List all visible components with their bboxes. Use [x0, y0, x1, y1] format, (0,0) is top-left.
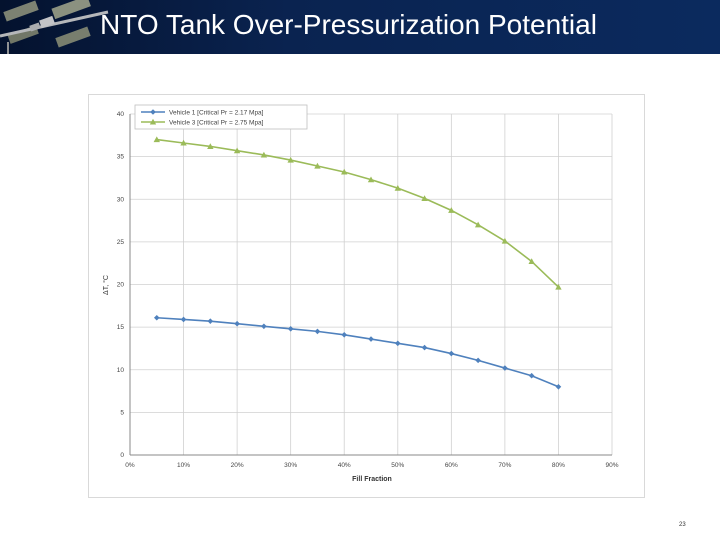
- series-1: [153, 314, 562, 390]
- data-point: [394, 184, 401, 191]
- axes: [129, 114, 612, 456]
- legend-marker: [150, 109, 156, 115]
- data-point: [153, 136, 160, 143]
- data-point: [502, 365, 508, 371]
- y-tick-label: 15: [117, 324, 125, 331]
- y-tick-label: 20: [117, 282, 125, 289]
- x-tick-label: 60%: [445, 462, 458, 469]
- data-point: [367, 176, 375, 183]
- line-chart: 0 5 10 15 20 25 30 35 40 0% 10% 20% 30% 40% 50% 60% 70% 8…: [102, 104, 619, 483]
- data-point: [287, 156, 294, 163]
- x-tick-label: 50%: [391, 462, 404, 469]
- x-tick-label: 10%: [177, 462, 190, 469]
- x-tick-label: 90%: [605, 462, 618, 469]
- space-station-icon: [0, 0, 109, 54]
- slide-title: NTO Tank Over-Pressurization Potential: [100, 9, 597, 40]
- data-point: [368, 336, 374, 342]
- y-tick-label: 10: [117, 367, 125, 374]
- data-point: [501, 237, 509, 244]
- data-point: [474, 221, 482, 228]
- legend-entry-1: Vehicle 1 [Critical Pr = 2.17 Mpa]: [169, 109, 264, 116]
- data-point: [180, 139, 187, 146]
- data-point: [234, 320, 240, 327]
- y-tick-label: 25: [117, 239, 125, 246]
- series-layer: [153, 136, 562, 390]
- data-point: [314, 328, 321, 335]
- chart-frame: 0 5 10 15 20 25 30 35 40 0% 10% 20% 30% 40% 50% 60% 70% 8…: [88, 94, 645, 498]
- y-tick-label: 35: [117, 154, 125, 161]
- data-point: [260, 151, 268, 158]
- data-point: [207, 143, 214, 149]
- legend-marker: [149, 118, 157, 125]
- data-point: [261, 323, 267, 330]
- data-point: [555, 384, 562, 390]
- data-point: [421, 344, 428, 351]
- data-point: [448, 350, 455, 357]
- y-tick-label: 5: [120, 409, 124, 416]
- grid-lines: [129, 113, 613, 456]
- x-tick-label: 40%: [338, 462, 351, 469]
- data-point: [528, 372, 535, 379]
- slide-header: NTO Tank Over-Pressurization Potential: [0, 0, 720, 54]
- y-tick-label: 40: [117, 111, 125, 118]
- x-tick-label: 20%: [231, 462, 244, 469]
- data-point: [421, 195, 428, 201]
- page-number: 23: [679, 522, 686, 528]
- data-point: [287, 326, 294, 332]
- legend-box: [134, 104, 308, 130]
- x-tick-label: 70%: [498, 462, 511, 469]
- data-point: [207, 318, 214, 324]
- series-2: [153, 136, 562, 290]
- x-tick-label: 0%: [125, 462, 135, 469]
- data-point: [153, 314, 160, 321]
- data-point: [341, 168, 348, 175]
- data-point: [233, 147, 241, 154]
- tick-labels: 0 5 10 15 20 25 30 35 40 0% 10% 20% 30% 40% 50% 60% 70% 8…: [117, 111, 619, 469]
- data-point: [528, 258, 535, 265]
- x-tick-label: 80%: [552, 462, 565, 469]
- series-line-2: [156, 138, 559, 288]
- data-point: [314, 162, 321, 169]
- y-tick-label: 0: [120, 452, 124, 459]
- legend-entry-2: Vehicle 3 [Critical Pr = 2.75 Mpa]: [169, 119, 264, 126]
- data-point: [475, 357, 481, 364]
- y-axis-label: ΔT, °C: [102, 275, 110, 295]
- y-tick-label: 30: [117, 196, 125, 203]
- data-point: [555, 283, 562, 290]
- series-line-1: [156, 316, 559, 388]
- data-point: [341, 331, 348, 338]
- data-point: [448, 207, 455, 213]
- data-point: [394, 340, 401, 347]
- x-tick-label: 30%: [284, 462, 297, 469]
- data-point: [180, 316, 187, 323]
- x-axis-label: Fill Fraction: [352, 476, 392, 483]
- legend: Vehicle 1 [Critical Pr = 2.17 Mpa] Vehicl…: [134, 104, 308, 130]
